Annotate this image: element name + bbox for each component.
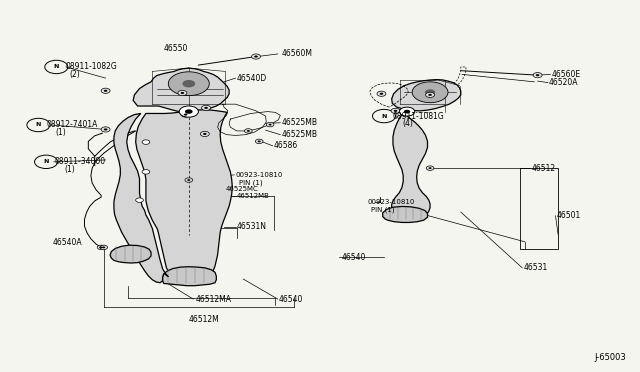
Circle shape	[377, 91, 386, 96]
Circle shape	[200, 131, 209, 137]
Circle shape	[426, 166, 434, 170]
Circle shape	[168, 72, 209, 96]
Text: 46501: 46501	[557, 211, 581, 220]
Text: 00923-10810: 00923-10810	[367, 199, 415, 205]
Text: (4): (4)	[402, 119, 413, 128]
Circle shape	[179, 106, 198, 117]
Circle shape	[185, 109, 193, 114]
Circle shape	[254, 55, 258, 58]
Circle shape	[101, 88, 110, 93]
Text: 46525MC: 46525MC	[225, 186, 258, 192]
Text: 46540: 46540	[342, 253, 366, 262]
Circle shape	[412, 82, 448, 103]
Text: N: N	[381, 113, 387, 119]
Circle shape	[97, 245, 105, 250]
Circle shape	[252, 54, 260, 59]
Circle shape	[104, 90, 108, 92]
Text: (2): (2)	[69, 70, 80, 79]
Text: 46512MA: 46512MA	[195, 295, 231, 304]
Text: 08911-1082G: 08911-1082G	[66, 62, 118, 71]
Polygon shape	[114, 113, 168, 283]
Circle shape	[142, 140, 150, 144]
Polygon shape	[136, 110, 232, 283]
Text: 46531N: 46531N	[237, 222, 267, 231]
Text: 46520A: 46520A	[549, 78, 579, 87]
Circle shape	[426, 92, 435, 97]
Circle shape	[258, 141, 260, 142]
Circle shape	[202, 105, 211, 110]
Polygon shape	[163, 267, 216, 286]
Circle shape	[428, 94, 432, 96]
Circle shape	[203, 133, 207, 135]
Circle shape	[188, 179, 190, 181]
Text: PIN (1): PIN (1)	[371, 206, 395, 213]
Text: 46560M: 46560M	[282, 49, 312, 58]
Circle shape	[104, 128, 108, 131]
Text: 46560E: 46560E	[552, 70, 581, 79]
Circle shape	[425, 89, 435, 95]
Circle shape	[244, 129, 252, 133]
Circle shape	[399, 107, 415, 116]
Circle shape	[380, 93, 383, 95]
Text: 08912-7401A: 08912-7401A	[46, 121, 97, 129]
Text: 46512M: 46512M	[189, 315, 220, 324]
Text: 46525MB: 46525MB	[282, 118, 317, 127]
Text: PIN (1): PIN (1)	[239, 179, 263, 186]
Circle shape	[255, 139, 263, 144]
Text: 00923-10810: 00923-10810	[236, 172, 283, 178]
Circle shape	[269, 124, 271, 125]
Text: 08911-1081G: 08911-1081G	[393, 112, 445, 121]
Circle shape	[394, 110, 397, 112]
Text: 46512MB: 46512MB	[237, 193, 269, 199]
Polygon shape	[392, 80, 461, 111]
Circle shape	[185, 178, 193, 182]
Circle shape	[404, 110, 410, 113]
Polygon shape	[383, 206, 428, 222]
Circle shape	[142, 170, 150, 174]
Text: 46550: 46550	[164, 44, 188, 53]
Bar	[520, 168, 558, 249]
Text: N: N	[44, 159, 49, 164]
Polygon shape	[392, 112, 430, 220]
Polygon shape	[110, 245, 151, 263]
Text: (1): (1)	[64, 165, 75, 174]
Circle shape	[184, 113, 188, 116]
Circle shape	[391, 108, 400, 113]
Text: N: N	[54, 64, 59, 70]
Circle shape	[100, 247, 102, 248]
Text: J-65003: J-65003	[594, 353, 626, 362]
Text: 46540: 46540	[279, 295, 303, 304]
Text: (1): (1)	[55, 128, 66, 137]
Circle shape	[266, 122, 274, 127]
Circle shape	[102, 247, 105, 248]
Circle shape	[136, 198, 143, 202]
Text: 08911-34000: 08911-34000	[54, 157, 106, 166]
Circle shape	[100, 245, 108, 250]
Circle shape	[247, 130, 250, 132]
Circle shape	[182, 80, 195, 87]
Text: 46540D: 46540D	[237, 74, 267, 83]
Text: N: N	[36, 122, 41, 128]
Text: 46540A: 46540A	[52, 238, 82, 247]
Circle shape	[180, 92, 184, 94]
Text: 46531: 46531	[524, 263, 548, 272]
Circle shape	[178, 90, 187, 96]
Circle shape	[101, 127, 110, 132]
Polygon shape	[133, 68, 229, 112]
Text: 46586: 46586	[274, 141, 298, 150]
Text: 46512: 46512	[531, 164, 556, 173]
Circle shape	[536, 74, 540, 76]
Circle shape	[204, 107, 208, 109]
Circle shape	[533, 73, 542, 78]
Text: 46525MB: 46525MB	[282, 130, 317, 139]
Circle shape	[181, 112, 190, 117]
Circle shape	[429, 167, 431, 169]
